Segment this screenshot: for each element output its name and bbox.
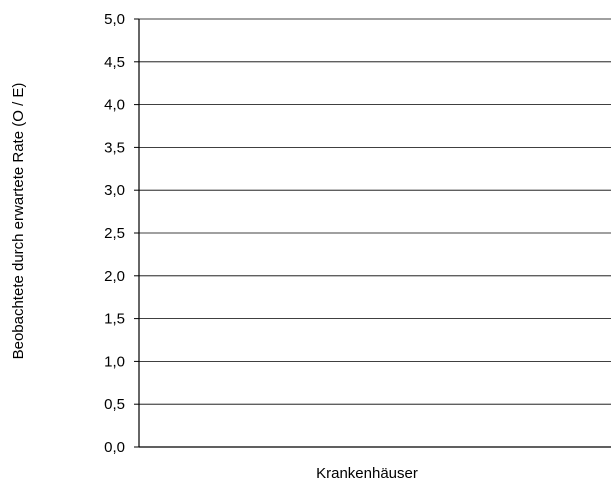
y-tick-label: 4,0 xyxy=(104,97,125,114)
y-tick-label: 0,0 xyxy=(104,439,125,456)
y-tick-label: 3,0 xyxy=(104,182,125,199)
y-tick-label: 4,5 xyxy=(104,54,125,71)
y-tick-label: 1,0 xyxy=(104,353,125,370)
x-axis-title: Krankenhäuser xyxy=(316,465,418,482)
gridlines xyxy=(139,18,611,405)
y-axis-title: Beobachtete durch erwartete Rate (O / E) xyxy=(10,83,27,360)
y-tick-label: 0,5 xyxy=(104,396,125,413)
y-tick-label: 5,0 xyxy=(104,11,125,28)
y-tick-label: 2,0 xyxy=(104,268,125,285)
y-tick-label: 1,5 xyxy=(104,311,125,328)
y-axis-ticks: 0,0 0,5 1,0 1,5 2,0 2,5 3,0 3,5 4,0 4,5 5,0 xyxy=(104,11,139,456)
y-tick-label: 2,5 xyxy=(104,225,125,242)
y-tick-label: 3,5 xyxy=(104,139,125,156)
